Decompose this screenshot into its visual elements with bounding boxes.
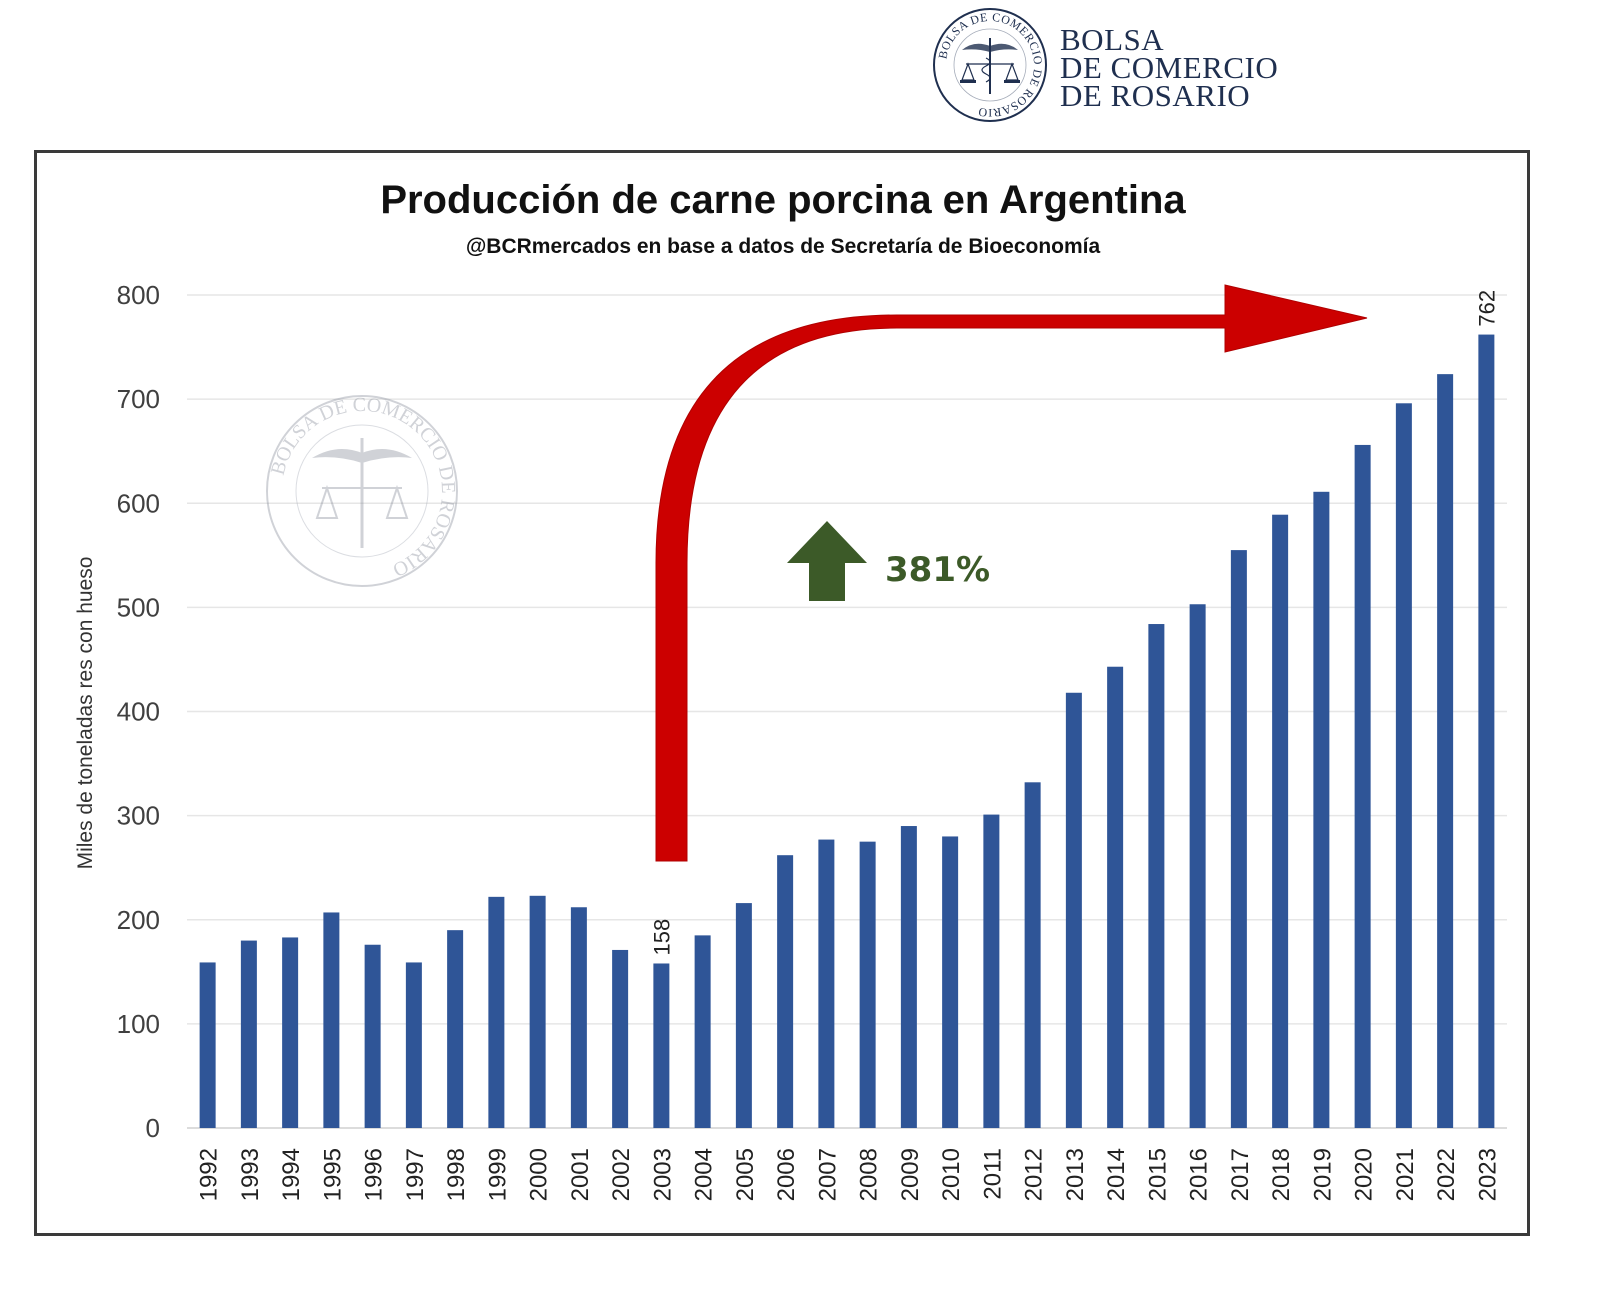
x-tick-label: 2006	[773, 1148, 800, 1201]
chart-subtitle: @BCRmercados en base a datos de Secretar…	[466, 235, 1101, 258]
data-label-2023: 762	[1474, 290, 1499, 327]
y-axis-ticks: 0 100 200 300 400 500 600 700 800	[117, 280, 160, 1143]
y-tick-label: 100	[117, 1009, 160, 1039]
bar-2019	[1313, 491, 1330, 1128]
bar-2012	[1024, 782, 1041, 1128]
x-tick-label: 2002	[608, 1148, 635, 1201]
bar-2003	[653, 963, 670, 1128]
x-tick-label: 2013	[1062, 1148, 1089, 1201]
bar-2013	[1065, 692, 1082, 1128]
x-tick-label: 2023	[1474, 1148, 1501, 1201]
bar-2008	[859, 841, 876, 1128]
y-tick-label: 200	[117, 905, 160, 935]
x-tick-label: 2003	[649, 1148, 676, 1201]
bars	[199, 334, 1495, 1128]
brand-line-2: DE COMERCIO	[1060, 50, 1279, 85]
x-tick-label: 2004	[691, 1148, 718, 1201]
bar-2004	[694, 935, 711, 1128]
chart-title: Producción de carne porcina en Argentina	[380, 178, 1186, 222]
y-tick-label: 800	[117, 280, 160, 310]
x-tick-label: 1994	[278, 1148, 305, 1201]
bar-2002	[612, 949, 629, 1128]
x-tick-label: 2017	[1227, 1148, 1254, 1201]
gridlines	[187, 294, 1507, 1129]
growth-percent-label: 381%	[885, 550, 990, 590]
bar-2021	[1395, 403, 1412, 1128]
bar-1992	[199, 962, 216, 1128]
x-tick-label: 1993	[237, 1148, 264, 1201]
y-axis-label: Miles de toneladas res con hueso	[74, 557, 97, 870]
x-tick-label: 2020	[1351, 1148, 1378, 1201]
x-tick-label: 2011	[979, 1148, 1006, 1200]
x-tick-label: 2010	[938, 1148, 965, 1201]
bar-2022	[1437, 374, 1454, 1128]
trend-arrow-icon	[655, 284, 1368, 862]
x-tick-label: 1997	[402, 1148, 429, 1201]
watermark-seal-icon: BOLSA DE COMERCIO DE ROSARIO	[266, 394, 459, 587]
bar-1994	[282, 937, 299, 1128]
y-tick-label: 500	[117, 592, 160, 622]
bar-2011	[983, 814, 1000, 1128]
x-tick-label: 2021	[1392, 1148, 1419, 1201]
bar-2018	[1272, 514, 1289, 1128]
bar-2016	[1189, 604, 1206, 1128]
x-tick-label: 2005	[732, 1148, 759, 1201]
bar-1998	[447, 930, 464, 1128]
bar-1997	[405, 962, 422, 1128]
x-tick-label: 1998	[443, 1148, 470, 1201]
x-tick-label: 1999	[484, 1148, 511, 1201]
x-tick-label: 1995	[319, 1148, 346, 1201]
data-label-2003: 158	[649, 919, 674, 956]
y-tick-label: 300	[117, 801, 160, 831]
x-tick-label: 2015	[1144, 1148, 1171, 1201]
bar-2023	[1478, 334, 1495, 1128]
x-tick-label: 2007	[814, 1148, 841, 1201]
x-axis-ticks: 1992 1993 1994 1995 1996 1997 1998 1999 2000 2001…	[196, 1148, 1502, 1201]
bar-2020	[1354, 444, 1371, 1128]
bar-2009	[900, 826, 917, 1128]
x-tick-label: 2016	[1186, 1148, 1213, 1201]
y-tick-label: 700	[117, 384, 160, 414]
y-tick-label: 600	[117, 488, 160, 518]
bar-1999	[488, 896, 505, 1128]
bar-2001	[570, 907, 587, 1128]
y-tick-label: 0	[146, 1113, 160, 1143]
x-tick-label: 1992	[196, 1148, 223, 1201]
bcr-logo: BOLSA DE COMERCIO DE ROSARIO BOLSA DE CO…	[930, 6, 1290, 124]
x-tick-label: 2012	[1021, 1148, 1048, 1201]
x-tick-label: 2000	[526, 1148, 553, 1201]
x-tick-label: 2009	[897, 1148, 924, 1201]
bar-2006	[777, 855, 794, 1128]
brand-line-3: DE ROSARIO	[1060, 78, 1251, 113]
x-tick-label: 2022	[1433, 1148, 1460, 1201]
chart-frame: Producción de carne porcina en Argentina…	[34, 150, 1530, 1236]
brand-line-1: BOLSA	[1060, 22, 1165, 57]
growth-up-arrow-icon	[787, 521, 867, 601]
bar-2017	[1230, 550, 1247, 1128]
x-tick-label: 1996	[361, 1148, 388, 1201]
x-tick-label: 2019	[1309, 1148, 1336, 1201]
x-tick-label: 2014	[1103, 1148, 1130, 1201]
bar-2015	[1148, 624, 1165, 1128]
data-labels: 158 762	[649, 290, 1499, 956]
x-tick-label: 2008	[856, 1148, 883, 1201]
bar-chart: Producción de carne porcina en Argentina…	[74, 178, 1507, 1201]
bar-2010	[942, 836, 959, 1128]
bar-1996	[364, 944, 381, 1128]
bar-2005	[735, 903, 752, 1128]
bcr-seal-icon: BOLSA DE COMERCIO DE ROSARIO	[933, 8, 1047, 122]
bar-2007	[818, 839, 835, 1128]
x-tick-label: 2018	[1268, 1148, 1295, 1201]
bar-1995	[323, 912, 340, 1128]
x-tick-label: 2001	[567, 1148, 594, 1201]
bar-1993	[240, 940, 257, 1128]
y-tick-label: 400	[117, 697, 160, 727]
bar-2000	[529, 895, 546, 1128]
bar-2014	[1107, 666, 1124, 1128]
